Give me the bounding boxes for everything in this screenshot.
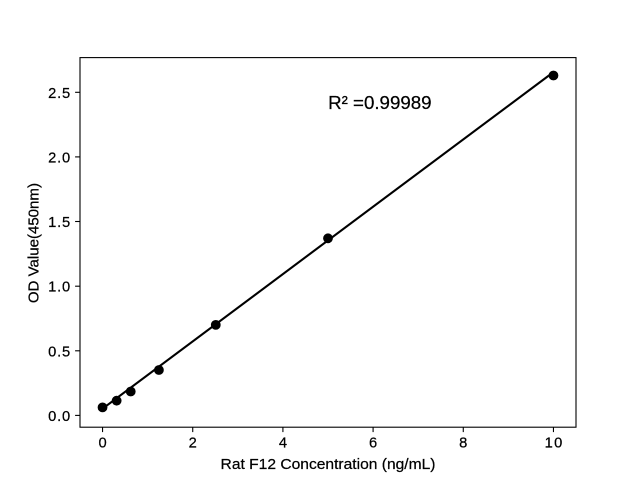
svg-text:6: 6 bbox=[369, 435, 377, 451]
svg-text:1.0: 1.0 bbox=[48, 280, 70, 296]
svg-text:1.5: 1.5 bbox=[48, 215, 70, 231]
svg-text:0: 0 bbox=[98, 435, 106, 451]
svg-text:0.5: 0.5 bbox=[48, 344, 70, 360]
svg-text:R² =0.99989: R² =0.99989 bbox=[328, 92, 432, 113]
svg-text:0.0: 0.0 bbox=[48, 409, 70, 425]
svg-text:OD Value(450nm): OD Value(450nm) bbox=[26, 183, 43, 303]
svg-text:2.0: 2.0 bbox=[48, 150, 70, 166]
svg-text:2.5: 2.5 bbox=[48, 86, 70, 102]
svg-text:4: 4 bbox=[279, 435, 287, 451]
svg-text:10: 10 bbox=[545, 435, 563, 451]
svg-text:8: 8 bbox=[459, 435, 467, 451]
svg-text:Rat F12 Concentration (ng/mL): Rat F12 Concentration (ng/mL) bbox=[221, 457, 436, 473]
svg-text:2: 2 bbox=[189, 435, 197, 451]
